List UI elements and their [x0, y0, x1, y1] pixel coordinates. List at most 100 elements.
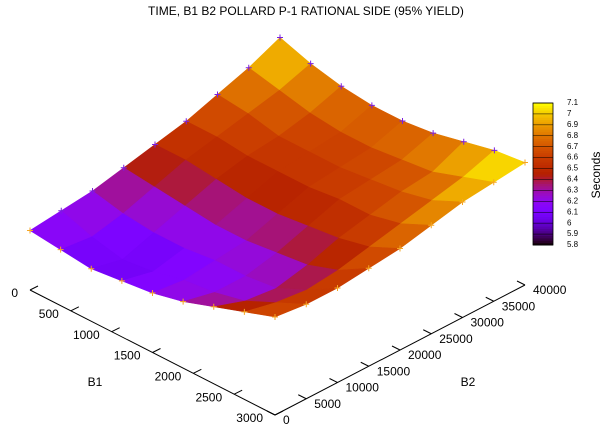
data-point [152, 141, 158, 148]
data-point [365, 265, 372, 272]
data-point [307, 60, 314, 67]
data-point [89, 188, 96, 194]
data-point [460, 138, 467, 145]
colorbar-tick-label: 6.2 [567, 196, 579, 205]
y-tick-label: 15000 [377, 364, 411, 378]
y-tick [298, 394, 307, 400]
colorbar-swatch [533, 152, 553, 156]
colorbar-tick-label: 5.9 [567, 229, 579, 238]
colorbar-swatch [533, 124, 553, 128]
colorbar-swatch [533, 190, 553, 194]
colorbar-swatch [533, 228, 553, 232]
chart-title: TIME, B1 B2 POLLARD P-1 RATIONAL SIDE (9… [148, 4, 464, 18]
colorbar-tick-label: 6.1 [567, 207, 579, 216]
colorbar-swatch [533, 185, 553, 189]
colorbar-swatch [533, 117, 553, 121]
data-point [241, 308, 248, 315]
colorbar-swatch [533, 136, 553, 139]
data-point [459, 199, 466, 205]
x-tick [152, 348, 161, 353]
data-point [522, 159, 528, 166]
colorbar-tick-label: 6 [567, 218, 572, 227]
data-point [368, 102, 375, 109]
colorbar-swatch [533, 178, 553, 182]
colorbar-swatch [533, 240, 553, 244]
data-point [183, 118, 190, 125]
data-point [57, 246, 64, 253]
data-point [210, 303, 217, 310]
data-point [397, 245, 403, 252]
colorbar-swatch [533, 183, 553, 187]
y-tick [423, 329, 432, 335]
colorbar-swatch [533, 202, 553, 206]
colorbar-swatch [533, 155, 553, 158]
colorbar-swatch [533, 114, 553, 118]
colorbar-swatch [533, 195, 553, 199]
data-point [338, 83, 345, 90]
x-tick [111, 327, 120, 333]
colorbar-swatch [533, 162, 553, 166]
y-tick [329, 378, 338, 383]
data-point [334, 285, 341, 291]
data-point [490, 179, 497, 186]
colorbar-swatch [533, 221, 553, 225]
colorbar-swatch [533, 176, 553, 180]
colorbar-swatch [533, 188, 553, 192]
y-tick [454, 313, 463, 318]
colorbar-swatch [533, 209, 553, 213]
colorbar-tick-label: 6.5 [567, 164, 579, 173]
colorbar-swatch [533, 192, 553, 196]
data-point [491, 147, 498, 154]
data-point [214, 91, 221, 98]
colorbar-swatch [533, 103, 553, 106]
colorbar-swatch [533, 214, 553, 218]
y-tick-label: 25000 [439, 332, 473, 346]
colorbar-swatch [533, 207, 553, 210]
colorbar: 5.8 5.9 6 6.1 6.2 6.36.4 6.5 6.6 6.7 6.8 6.9 7 7.1 [532, 98, 579, 249]
x-tick-label: 2000 [155, 370, 182, 384]
colorbar-swatch [533, 119, 553, 123]
colorbar-swatch [533, 216, 553, 220]
colorbar-swatch [533, 110, 553, 113]
data-point [118, 277, 125, 284]
x-tick [70, 306, 80, 312]
data-point [88, 265, 95, 272]
x-tick [193, 368, 202, 374]
colorbar-tick-label: 5.8 [567, 240, 579, 249]
colorbar-tick-label: 6.7 [567, 142, 579, 151]
data-point [303, 301, 310, 308]
colorbar-tick-label: 6.8 [567, 131, 579, 140]
y-tick-label: 5000 [314, 397, 341, 411]
data-point [149, 290, 156, 296]
colorbar-swatch [533, 129, 553, 132]
colorbar-swatch [533, 133, 553, 137]
colorbar-label: Seconds [589, 152, 603, 199]
data-point [58, 207, 65, 214]
y-tick [391, 345, 401, 351]
data-point [277, 34, 283, 41]
colorbar-swatch [533, 226, 553, 229]
data-point [180, 298, 187, 305]
colorbar-swatch [533, 145, 553, 149]
y-tick-label: 30000 [471, 316, 505, 330]
colorbar-swatch [533, 242, 553, 246]
colorbar-swatch [533, 218, 553, 222]
colorbar-swatch [533, 230, 553, 234]
colorbar-swatch [533, 197, 553, 201]
x-tick-label: 1500 [114, 349, 141, 363]
y-tick-label: 10000 [346, 381, 380, 395]
y-tick-label: 0 [283, 413, 290, 427]
y-tick-label: 40000 [533, 283, 567, 297]
colorbar-swatch [533, 171, 553, 175]
x-tick-label: 1000 [73, 328, 100, 342]
colorbar-swatch [533, 237, 553, 241]
x-tick-label: 3000 [236, 411, 263, 425]
colorbar-swatch [533, 126, 553, 130]
colorbar-tick-label: 7.1 [567, 98, 579, 107]
colorbar-swatch [533, 204, 553, 208]
y-tick [266, 410, 276, 416]
data-point [245, 64, 252, 71]
colorbar-swatch [533, 157, 553, 161]
y-tick [360, 361, 369, 367]
x-tick-label: 0 [11, 286, 18, 300]
